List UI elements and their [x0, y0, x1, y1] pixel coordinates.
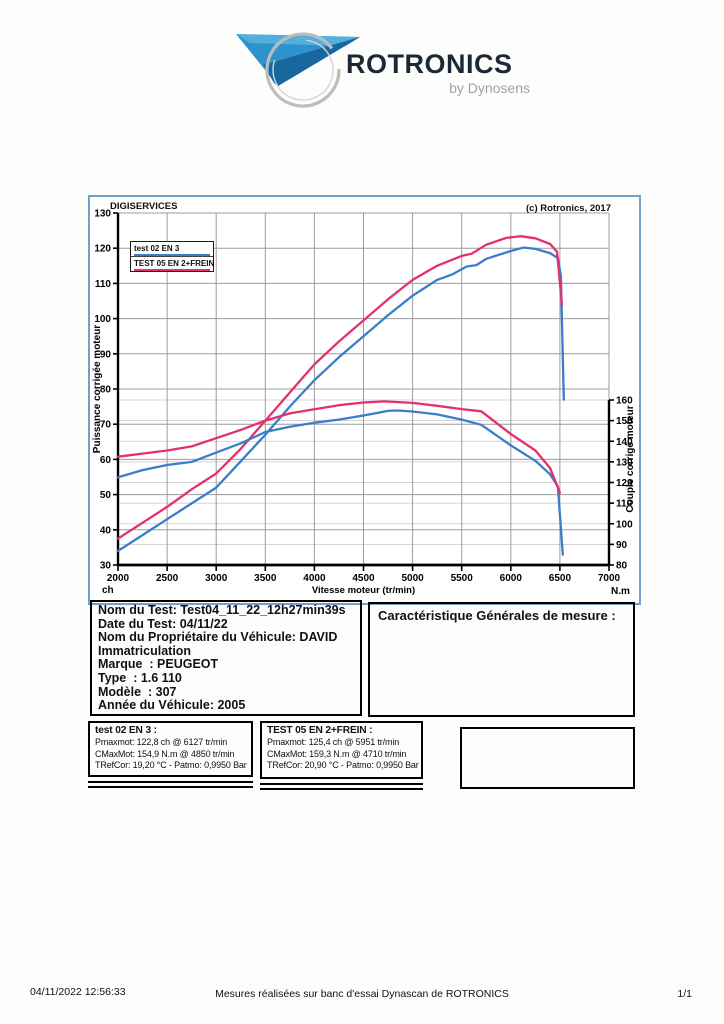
text-line: Type : 1.6 110	[98, 670, 182, 685]
result-box-test02: test 02 EN 3 : Pmaxmot: 122,8 ch @ 6127 …	[88, 721, 253, 777]
svg-text:Puissance corrigée moteur: Puissance corrigée moteur	[92, 325, 103, 453]
legend-label: TEST 05 EN 2+FREIN	[134, 259, 215, 268]
svg-text:5000: 5000	[401, 573, 424, 584]
text-line: Marque : PEUGEOT	[98, 657, 219, 672]
svg-text:6500: 6500	[549, 573, 572, 584]
svg-text:4500: 4500	[352, 573, 375, 584]
result-box-test05: TEST 05 EN 2+FREIN : Pmaxmot: 125,4 ch @…	[260, 721, 423, 779]
svg-text:120: 120	[616, 478, 633, 489]
svg-text:70: 70	[100, 420, 112, 431]
measure-characteristics-title: Caractéristique Générales de mesure :	[378, 608, 616, 623]
measure-characteristics-box: Caractéristique Générales de mesure :	[368, 602, 635, 717]
result-lines: Pmaxmot: 125,4 ch @ 5951 tr/min CMaxMot: …	[267, 737, 419, 772]
text-line: CMaxMot: 159,3 N.m @ 4710 tr/min	[267, 748, 407, 759]
svg-text:110: 110	[95, 279, 112, 290]
result-title: TEST 05 EN 2+FREIN :	[267, 725, 373, 736]
page-number: 1/1	[677, 988, 692, 1000]
text-line: Nom du Propriétaire du Véhicule: DAVID	[98, 630, 338, 645]
svg-text:50: 50	[100, 490, 112, 501]
footer-datetime: 04/11/2022 12:56:33	[30, 986, 126, 998]
svg-text:2000: 2000	[107, 573, 130, 584]
text-line: Pmaxmot: 122,8 ch @ 6127 tr/min	[95, 737, 228, 747]
text-line: Date du Test: 04/11/22	[98, 616, 228, 631]
chart-legend: test 02 EN 3 TEST 05 EN 2+FREIN	[130, 241, 214, 272]
svg-text:120: 120	[94, 244, 111, 255]
curve-torque	[116, 409, 564, 556]
svg-text:N.m: N.m	[611, 586, 630, 597]
text-line: Pmaxmot: 125,4 ch @ 5951 tr/min	[267, 737, 400, 747]
curve-power	[116, 235, 564, 540]
curve-torque	[116, 400, 562, 494]
chart-copyright: (c) Rotronics, 2017	[526, 203, 611, 214]
svg-text:130: 130	[616, 457, 633, 468]
svg-text:ch: ch	[102, 585, 114, 596]
svg-text:7000: 7000	[598, 573, 621, 584]
svg-text:100: 100	[616, 519, 633, 530]
svg-text:6000: 6000	[500, 573, 523, 584]
legend-item: test 02 EN 3	[131, 242, 213, 256]
logo-subtitle-text: by Dynosens	[449, 80, 530, 96]
curve-power	[116, 246, 565, 553]
svg-text:140: 140	[616, 437, 633, 448]
svg-text:40: 40	[100, 525, 112, 536]
svg-text:30: 30	[100, 561, 112, 572]
svg-text:130: 130	[94, 209, 111, 220]
text-line: Modèle : 307	[98, 684, 177, 699]
chart-header-left: DIGISERVICES	[110, 201, 178, 212]
svg-text:5500: 5500	[451, 573, 474, 584]
legend-label: test 02 EN 3	[134, 244, 180, 253]
svg-text:Vitesse moteur (tr/min): Vitesse moteur (tr/min)	[312, 585, 415, 596]
svg-text:60: 60	[100, 455, 112, 466]
svg-text:3000: 3000	[205, 573, 228, 584]
svg-text:150: 150	[616, 416, 633, 427]
svg-text:80: 80	[100, 385, 112, 396]
logo-triangle-shadow	[263, 37, 360, 86]
double-rule	[88, 781, 253, 788]
text-line: Année du Véhicule: 2005	[98, 698, 246, 713]
rotronics-logo: ROTRONICS by Dynosens	[226, 22, 531, 114]
text-line: TRefCor: 20,90 °C - Patmo: 0,9950 Bar	[267, 760, 419, 771]
result-lines: Pmaxmot: 122,8 ch @ 6127 tr/min CMaxMot: …	[95, 737, 247, 772]
svg-text:Couple corrigé moteur: Couple corrigé moteur	[625, 405, 636, 512]
dyno-chart: 30 40 50 60 70 80 90 100 110 120 130 2000 2500 3000 35…	[88, 195, 641, 605]
svg-text:90: 90	[616, 540, 628, 551]
logo-ring-icon	[265, 32, 341, 108]
empty-result-box	[460, 727, 635, 789]
double-rule	[260, 783, 423, 790]
svg-text:80: 80	[616, 561, 628, 572]
svg-text:3500: 3500	[254, 573, 277, 584]
test-info-box: Nom du Test: Test04_11_22_12h27min39s Dat…	[90, 600, 362, 716]
logo-brand-text: ROTRONICS	[346, 49, 513, 79]
legend-color-bar	[134, 269, 210, 271]
svg-text:160: 160	[616, 396, 633, 407]
logo-ring-inner-icon	[272, 39, 334, 101]
text-line: Immatriculation	[98, 643, 192, 658]
footer-caption: Mesures réalisées sur banc d'essai Dynas…	[215, 988, 509, 1000]
svg-text:4000: 4000	[303, 573, 326, 584]
legend-color-bar	[134, 254, 210, 256]
legend-item: TEST 05 EN 2+FREIN	[131, 256, 215, 271]
svg-text:100: 100	[94, 314, 111, 325]
text-line: Nom du Test: Test04_11_22_12h27min39s	[98, 603, 346, 617]
result-title: test 02 EN 3 :	[95, 725, 157, 736]
text-line: TRefCor: 19,20 °C - Patmo: 0,9950 Bar	[95, 760, 247, 771]
svg-text:2500: 2500	[156, 573, 179, 584]
logo-graphic-icon	[236, 32, 360, 108]
svg-text:110: 110	[616, 499, 633, 510]
text-line: CMaxMot: 154,9 N.m @ 4850 tr/min	[95, 748, 235, 759]
svg-text:90: 90	[100, 349, 112, 360]
